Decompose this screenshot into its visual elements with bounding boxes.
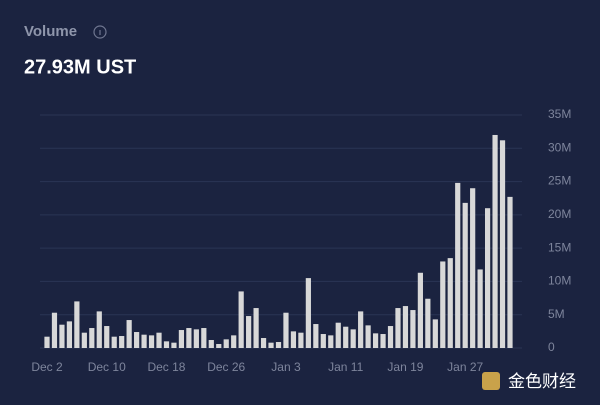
bar (216, 344, 222, 348)
bar (186, 328, 192, 348)
bar (51, 312, 58, 348)
info-icon[interactable] (93, 25, 107, 39)
x-tick-label: Jan 11 (328, 360, 363, 374)
bar (111, 336, 117, 348)
bar (440, 261, 446, 348)
bar (141, 334, 147, 348)
bar (417, 272, 423, 348)
bar (298, 332, 304, 348)
watermark: 金色财经 (508, 372, 576, 392)
bar (358, 311, 364, 348)
y-tick-label: 30M (548, 140, 571, 154)
bar (178, 330, 185, 348)
bar (223, 339, 229, 348)
bar (335, 322, 341, 348)
y-tick-label: 35M (548, 107, 571, 121)
bar (163, 341, 170, 348)
bar (455, 182, 461, 348)
bar (268, 342, 274, 348)
bar (81, 332, 87, 348)
bar (208, 340, 214, 348)
bar (350, 329, 356, 348)
bar (260, 338, 267, 348)
bar (119, 336, 125, 348)
chart-title: Volume (24, 23, 77, 40)
bar (66, 321, 73, 348)
bar (44, 336, 50, 348)
bar (492, 134, 498, 348)
bar (126, 320, 132, 348)
bar (470, 188, 476, 348)
bar (193, 329, 199, 348)
bar (410, 310, 416, 348)
bar (320, 334, 326, 348)
bar (387, 326, 394, 348)
x-tick-label: Jan 3 (271, 360, 301, 374)
bar (328, 335, 334, 348)
bar (171, 342, 177, 348)
bar (156, 332, 162, 348)
bar (380, 334, 386, 348)
y-tick-label: 0 (548, 340, 555, 354)
bar (365, 325, 371, 348)
bar (238, 291, 244, 348)
headline-value: 27.93M UST (24, 56, 136, 78)
bar (89, 328, 95, 348)
bar (290, 331, 297, 348)
bar (148, 335, 155, 348)
y-tick-label: 10M (548, 274, 571, 288)
watermark-logo (482, 372, 500, 390)
x-tick-label: Dec 18 (147, 360, 185, 374)
bar (96, 311, 102, 348)
bar (231, 335, 237, 348)
bar (395, 308, 401, 348)
bar (462, 202, 468, 348)
x-tick-label: Jan 27 (447, 360, 483, 374)
bar (74, 301, 80, 348)
y-tick-label: 25M (548, 174, 571, 188)
bar (484, 208, 491, 348)
y-tick-label: 15M (548, 240, 571, 254)
bar (372, 333, 379, 348)
y-tick-label: 20M (548, 207, 571, 221)
bar (275, 342, 282, 348)
bar (343, 326, 349, 348)
bar (201, 328, 207, 348)
bar (246, 316, 252, 348)
bar (134, 332, 140, 348)
bar (283, 312, 289, 348)
x-tick-label: Dec 26 (207, 360, 245, 374)
bar (447, 258, 453, 348)
bar (499, 140, 506, 348)
bar (305, 278, 311, 348)
x-tick-label: Dec 10 (88, 360, 126, 374)
bar (507, 196, 513, 348)
bar (59, 324, 65, 348)
bar (432, 319, 438, 348)
x-tick-label: Jan 19 (387, 360, 423, 374)
bar (477, 269, 483, 348)
bar (402, 306, 409, 348)
bar (253, 308, 259, 348)
x-tick-label: Dec 2 (31, 360, 63, 374)
y-tick-label: 5M (548, 307, 565, 321)
bar (104, 326, 110, 348)
bar (425, 298, 431, 348)
bar (313, 324, 319, 348)
